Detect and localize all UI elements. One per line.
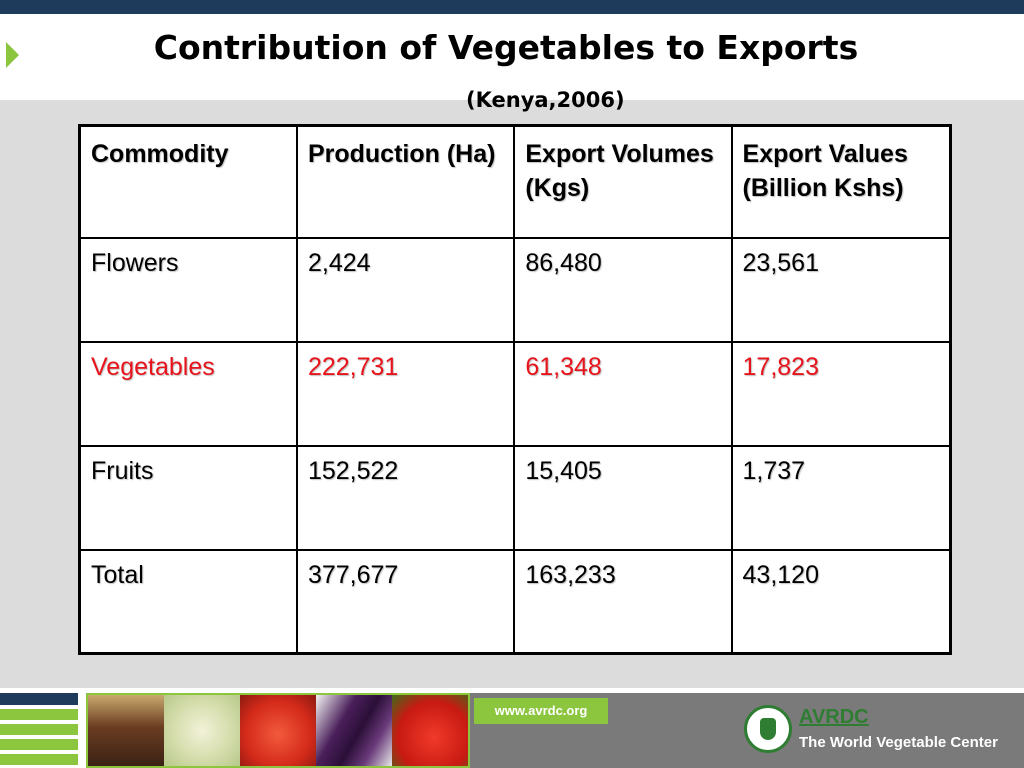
table-cell: 43,120 bbox=[730, 548, 952, 655]
table-cell: Fruits bbox=[78, 444, 298, 551]
slide-title: Contribution of Vegetables to Exports bbox=[153, 28, 859, 67]
table-cell: Vegetables bbox=[78, 340, 298, 447]
website-link[interactable]: www.avrdc.org bbox=[474, 698, 608, 724]
footer-stripes bbox=[0, 693, 78, 768]
eggplant-photo bbox=[316, 695, 392, 766]
farmer-photo bbox=[88, 695, 164, 766]
exports-table: Commodity Production (Ha) Export Volumes… bbox=[78, 124, 952, 655]
table-cell: 152,522 bbox=[295, 444, 516, 551]
header-production: Production (Ha) bbox=[295, 124, 516, 239]
stripe-green bbox=[0, 754, 78, 765]
header-export-volumes: Export Volumes (Kgs) bbox=[513, 124, 733, 239]
table-cell: 163,233 bbox=[513, 548, 733, 655]
table-cell: 86,480 bbox=[513, 236, 733, 343]
logo-mark bbox=[760, 718, 776, 740]
table-cell: 222,731 bbox=[295, 340, 516, 447]
slide-header bbox=[0, 14, 1024, 100]
stripe-green bbox=[0, 709, 78, 720]
table-cell: 1,737 bbox=[730, 444, 952, 551]
top-bar bbox=[0, 0, 1024, 14]
avrdc-logo-icon bbox=[744, 705, 792, 753]
pepper-photo bbox=[392, 695, 468, 766]
table-row-fruits: Fruits 152,522 15,405 1,737 bbox=[78, 444, 952, 551]
table-cell: 61,348 bbox=[513, 340, 733, 447]
table-row-vegetables: Vegetables 222,731 61,348 17,823 bbox=[78, 340, 952, 447]
table-cell: 2,424 bbox=[295, 236, 516, 343]
header-commodity: Commodity bbox=[78, 124, 298, 239]
slide-subtitle: (Kenya,2006) bbox=[466, 88, 625, 112]
table-row-total: Total 377,677 163,233 43,120 bbox=[78, 548, 952, 655]
cabbage-photo bbox=[164, 695, 240, 766]
stripe-green bbox=[0, 724, 78, 735]
table-row-flowers: Flowers 2,424 86,480 23,561 bbox=[78, 236, 952, 343]
footer-photo-strip bbox=[86, 693, 470, 768]
stripe-green bbox=[0, 739, 78, 750]
table-cell: Total bbox=[78, 548, 298, 655]
table-cell: Flowers bbox=[78, 236, 298, 343]
table-cell: 15,405 bbox=[513, 444, 733, 551]
table-cell: 23,561 bbox=[730, 236, 952, 343]
stripe-blue bbox=[0, 693, 78, 705]
org-tagline: The World Vegetable Center bbox=[799, 734, 998, 751]
table-cell: 17,823 bbox=[730, 340, 952, 447]
header-export-values: Export Values (Billion Kshs) bbox=[730, 124, 952, 239]
bullet-arrow-icon bbox=[6, 42, 19, 68]
table-cell: 377,677 bbox=[295, 548, 516, 655]
org-name: AVRDC bbox=[799, 706, 869, 728]
tomato-photo bbox=[240, 695, 316, 766]
table-header-row: Commodity Production (Ha) Export Volumes… bbox=[78, 124, 952, 239]
